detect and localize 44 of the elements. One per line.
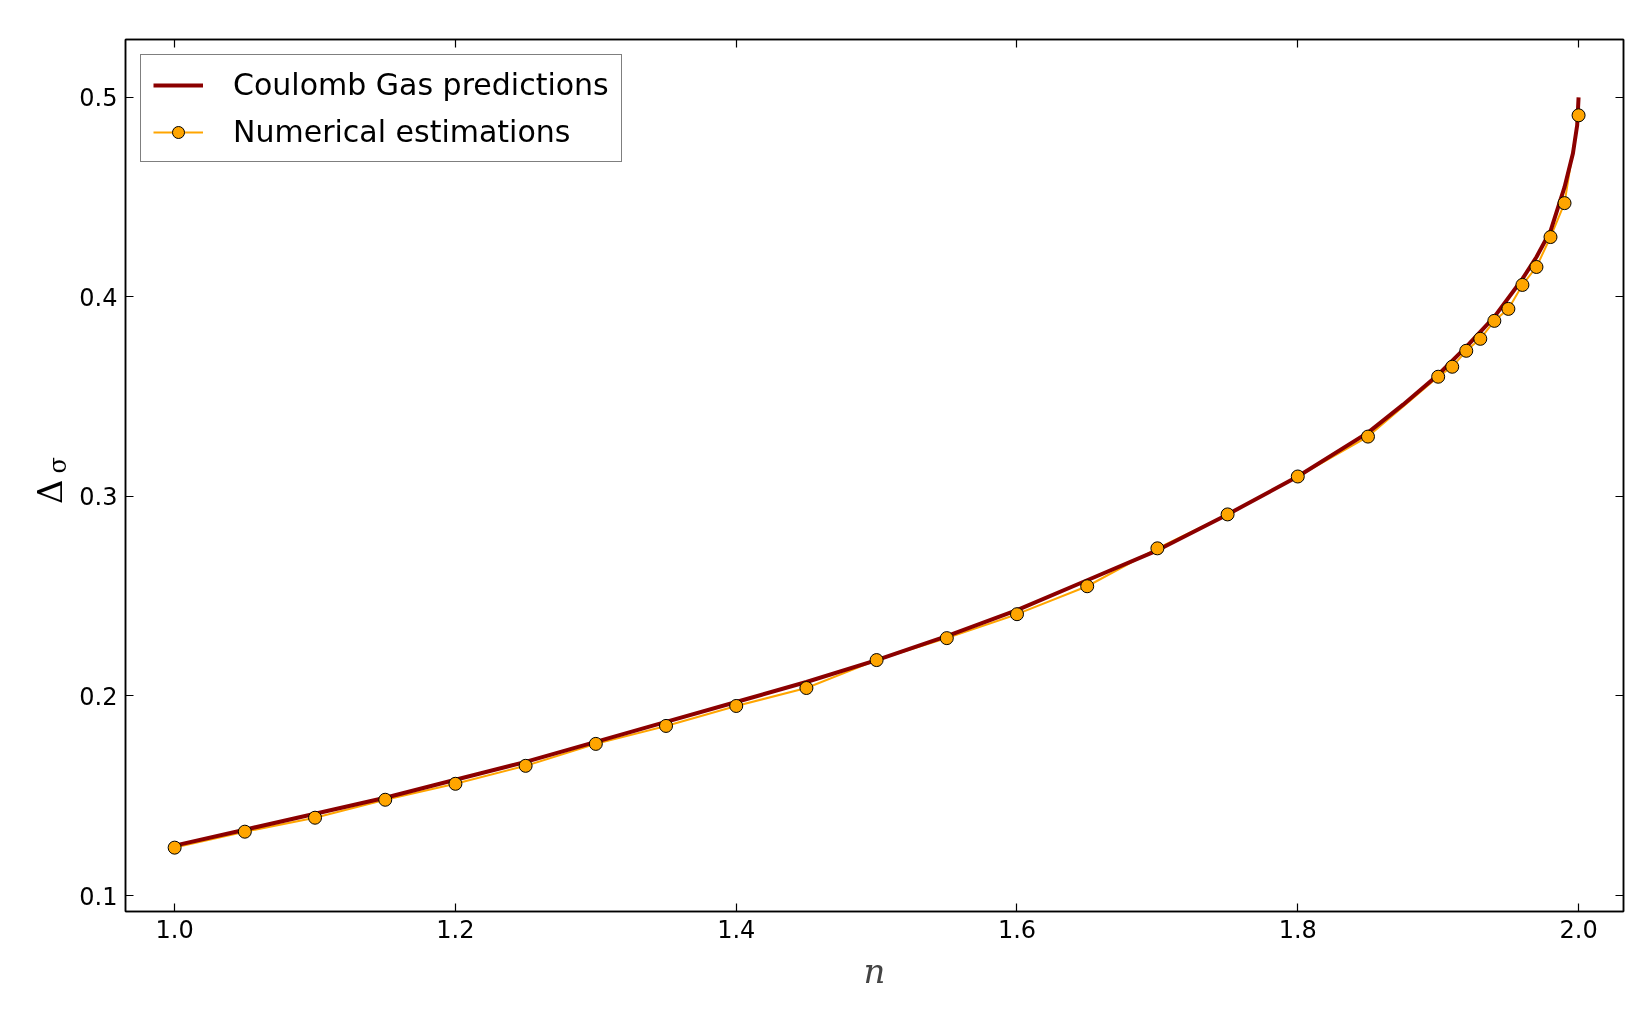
x-tick-label: 1.8 (1278, 915, 1317, 944)
point (167, 840, 182, 855)
point (448, 776, 463, 791)
point (378, 792, 393, 807)
y-axis-title: Δσ (29, 457, 72, 504)
y-tick-label: 0.4 (79, 283, 118, 312)
point (1080, 579, 1095, 594)
x-tick-label: 1.2 (436, 915, 475, 944)
point (1501, 301, 1516, 316)
x-tick-label: 2.0 (1559, 915, 1598, 944)
point (1220, 507, 1235, 522)
point (1360, 429, 1375, 444)
x-tick-label: 1.0 (155, 915, 194, 944)
y-tick-label: 0.3 (79, 483, 118, 512)
point (308, 810, 323, 825)
point (1150, 541, 1165, 556)
y-tick-label: 0.2 (79, 682, 118, 711)
point (1290, 469, 1305, 484)
point (1459, 343, 1474, 358)
point (1487, 313, 1502, 328)
x-tick-label: 1.4 (717, 915, 756, 944)
point (1431, 369, 1446, 384)
y-tick-label: 0.1 (79, 882, 118, 911)
point (799, 681, 814, 695)
point (659, 718, 674, 733)
point (729, 698, 744, 713)
point (1529, 259, 1544, 274)
point (1515, 277, 1530, 292)
point (1473, 331, 1488, 346)
point (1010, 607, 1024, 622)
x-axis-title: n (863, 950, 886, 991)
point (237, 824, 252, 839)
legend-label: Coulomb Gas predictions (233, 67, 609, 102)
y-tick-label: 0.5 (79, 84, 118, 113)
point (869, 653, 884, 668)
x-tick-label: 1.6 (997, 915, 1037, 944)
point (518, 758, 533, 773)
point (939, 631, 954, 646)
point (1445, 359, 1460, 374)
point (1543, 230, 1558, 245)
point (1557, 196, 1572, 211)
point (588, 736, 603, 751)
legend-label: Numerical estimations (233, 114, 571, 149)
point (1571, 108, 1586, 123)
